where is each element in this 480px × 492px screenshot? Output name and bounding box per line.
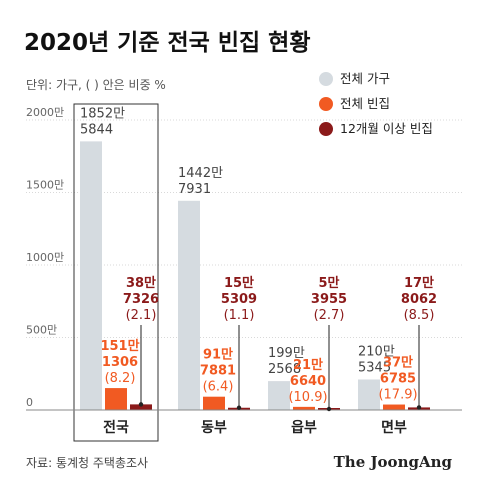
page-title: 2020년 기준 전국 빈집 현황 [24,30,310,56]
label-total-1: 1442만 [178,166,223,181]
label-long-vacant-1: 5309 [221,292,257,307]
label-total-1: 7931 [178,182,211,197]
category-label-0: 전국 [103,419,129,436]
label-long-vacant-3: 8062 [401,292,437,307]
highlight-box-national [73,103,159,442]
y-tick-label: 1500만 [26,179,64,192]
y-tick-label: 1000만 [26,251,64,264]
label-vacant-3: (17.9) [378,388,417,403]
category-label-2: 읍부 [291,420,317,436]
label-vacant-1: 91만 [203,347,233,363]
legend-swatch-long_vacant [319,122,333,136]
label-total-2: 2568 [268,362,301,377]
label-long-vacant-2: 5만 [318,275,339,291]
label-long-vacant-0: (2.1) [126,308,157,323]
label-vacant-2: (10.9) [288,390,327,405]
bar-vacant-2 [293,406,315,410]
legend-swatch-vacant [319,97,333,111]
bar-long_vacant-0 [130,404,152,410]
leader-dot-2 [326,406,332,412]
label-vacant-3: 37만 [383,355,413,371]
label-long-vacant-2: 3955 [311,292,347,307]
category-label-3: 면부 [381,419,407,436]
bar-total-3 [358,379,380,410]
y-axis-ticks: 0 500만 1000만 1500만 2000만 [26,106,64,409]
unit-note: 단위: 가구, ( ) 안은 비중 % [26,78,166,92]
leader-dot-1 [236,405,242,410]
label-vacant-1: 7881 [200,364,236,379]
label-vacant-2: 6640 [290,374,326,389]
source-note: 자료: 통계청 주택총조사 [26,456,148,470]
leader-dot-0 [138,402,144,407]
label-total-0: 5844 [80,122,113,137]
label-long-vacant-0: 7326 [123,292,159,307]
label-long-vacant-3: 17만 [404,275,434,291]
y-tick-label: 500만 [26,324,57,337]
label-long-vacant-3: (8.5) [404,308,435,323]
label-long-vacant-2: (2.7) [314,308,345,323]
bar-vacant-0 [105,388,127,410]
label-total-3: 210만 [358,344,395,359]
label-long-vacant-1: 15만 [224,275,254,291]
label-long-vacant-1: (1.1) [224,308,255,323]
label-vacant-2: 21만 [293,357,323,373]
label-total-0: 1852만 [80,106,125,121]
category-label-1: 동부 [201,420,227,436]
label-long-vacant-0: 38만 [126,275,156,291]
bar-total-1 [178,200,200,410]
label-total-2: 199만 [268,346,305,361]
bar-total-2 [268,381,290,410]
data-labels: 1852만5844151만1306(8.2)38만7326(2.1)1442만7… [80,106,437,412]
bar-total-0 [80,141,102,411]
leader-dot-3 [416,405,422,410]
label-vacant-1: (6.4) [203,380,234,395]
label-vacant-0: 151만 [100,338,139,354]
brand-logo: The JoongAng [334,453,453,471]
label-vacant-3: 6785 [380,372,416,387]
legend-label-total: 전체 가구 [340,71,390,86]
legend-label-vacant: 전체 빈집 [340,96,390,111]
category-labels: 전국 동부 읍부 면부 [103,419,407,436]
legend-label-long_vacant: 12개월 이상 빈집 [340,121,433,136]
label-vacant-0: (8.2) [105,371,136,386]
label-total-3: 5345 [358,360,391,375]
bar-vacant-3 [383,404,405,410]
bar-vacant-1 [203,396,225,410]
legend-swatch-total [319,72,333,86]
y-tick-label: 2000만 [26,106,64,119]
label-vacant-0: 1306 [102,355,138,370]
y-tick-label: 0 [26,396,33,409]
